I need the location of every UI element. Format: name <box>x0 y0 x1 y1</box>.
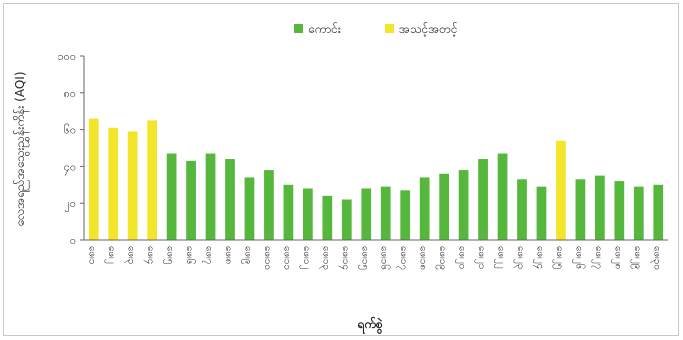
x-tick-label: ဖေ၊၁၄ <box>338 246 351 270</box>
bar-good <box>653 184 664 240</box>
x-tick-label: ဖေ၊၂၃ <box>513 246 526 269</box>
x-axis-title: ရက်စွဲ <box>356 315 383 335</box>
legend-swatch-moderate <box>385 24 394 33</box>
bar-good <box>186 160 196 240</box>
bars <box>88 118 664 240</box>
x-tick-label: ဖေ၊၆ <box>184 246 197 265</box>
x-tick-label: ဖေ၊၉ <box>240 246 253 264</box>
bar-good <box>341 199 352 240</box>
x-tick-label: ဖေ၊၁၇ <box>396 246 409 270</box>
x-tick-label: ဖေ၊၃ <box>124 246 137 264</box>
x-tick-label: ဖေ၊၁ <box>87 246 98 264</box>
bar-moderate <box>556 140 566 240</box>
x-tick-label: ဖေ၊၂၄ <box>532 246 545 269</box>
legend: ကောင်း အသင့်အတင့် <box>294 21 458 37</box>
x-tick-label: ဖေ၊၇ <box>202 246 215 264</box>
y-tick-label: ၆၀ <box>64 124 76 137</box>
bar-moderate <box>108 127 119 240</box>
bar-good <box>264 170 274 240</box>
legend-label-good: ကောင်း <box>308 21 341 36</box>
x-tick-label: ဖေ၊၂၀ <box>455 246 468 269</box>
x-tick-label: ဖေ၊၅ <box>163 246 176 264</box>
x-tick-label: ဖေ၊၂၂ <box>494 246 507 269</box>
x-tick-label: ဖေ၊၃၀ <box>649 246 662 270</box>
bar-good <box>458 170 469 240</box>
bar-good <box>244 177 255 240</box>
x-tick-label: ဖေ၊၄ <box>143 246 156 264</box>
bar-good <box>283 184 294 240</box>
bar-good <box>303 188 313 240</box>
bar-moderate <box>127 131 138 240</box>
x-tick-label: ဖေ၊၂၈ <box>610 246 623 269</box>
legend-label-moderate: အသင့်အတင့် <box>399 21 458 37</box>
x-tick-label: ဖေ၊၁၂ <box>299 246 312 269</box>
x-tick-label: ဖေ၊၈ <box>223 246 234 264</box>
x-tick-label: ဖေ၊၁၃ <box>318 246 331 270</box>
bar-good <box>419 177 430 240</box>
bar-moderate <box>147 120 157 240</box>
y-tick-label: ၀ <box>70 234 76 247</box>
bar-moderate <box>88 118 99 240</box>
y-tick-label: ၂၀ <box>64 197 76 212</box>
y-axis: ၀ ၂၀ ၄၀ ၆၀ ၈၀ ၁၀၀ <box>57 50 85 247</box>
x-tick-label: ဖေ၊၁၈ <box>418 246 429 270</box>
bar-good <box>166 153 177 240</box>
x-tick-label: ဖေ၊၂၅ <box>552 246 565 269</box>
x-tick-label: ဖေ၊၁၉ <box>435 246 448 270</box>
x-axis: ဖေ၊၁ ဖေ၊၂ ဖေ၊၃ ဖေ၊၄ ဖေ၊၅ ဖေ၊၆ ဖေ၊၇ ဖေ၊၈ ဖေ၊၉ ဖေ၊၁… <box>84 239 668 270</box>
bar-good <box>205 153 216 240</box>
bar-good <box>575 179 586 240</box>
x-tick-label: ဖေ၊၂၇ <box>591 246 604 269</box>
bar-good <box>225 159 235 240</box>
bar-good <box>614 181 625 240</box>
bar-good <box>361 188 372 240</box>
x-tick-label: ဖေ၊၂၉ <box>630 246 643 269</box>
bar-good <box>322 195 333 240</box>
x-tick-label: ဖေ၊၂၁ <box>474 246 487 269</box>
bar-good <box>517 179 527 240</box>
x-tick-label: ဖေ၊၁၅ <box>357 246 370 270</box>
bar-good <box>633 186 644 240</box>
y-tick-label: ၁၀၀ <box>57 50 76 63</box>
bar-good <box>536 186 547 240</box>
bar-good <box>380 186 391 240</box>
x-tick-label: ဖေ၊၁၁ <box>281 246 292 270</box>
bar-good <box>595 175 605 240</box>
chart-frame: ကောင်း အသင့်အတင့် ၀၂၀ ၄၀ ၆၀ ၈၀ ၁၀၀ ဖေ၊၁ ဖေ၊၂ဖ… <box>3 3 679 336</box>
y-tick-label: ၄၀ <box>64 160 76 175</box>
x-tick-label: ဖေ၊၁၆ <box>379 246 392 270</box>
bar-good <box>497 153 508 240</box>
x-tick-label: ဖေ၊၂ <box>104 246 117 264</box>
x-tick-label: ဖေ၊၁၀ <box>262 246 273 270</box>
legend-swatch-good <box>294 24 303 33</box>
bar-good <box>478 159 488 240</box>
x-tick-label: ဖေ၊၂၆ <box>571 246 586 270</box>
bar-chart: ကောင်း အသင့်အတင့် ၀၂၀၄၀၆၀၈၀၁၀၀ ဖေ၊၁ ဖေ၊၂ဖ… <box>12 21 668 335</box>
y-axis-title: လေအရည်အသွေးညွှန်းကိန်း (AQI) <box>12 71 30 226</box>
bar-good <box>400 190 411 240</box>
y-tick-label: ၈၀ <box>64 87 76 100</box>
bar-good <box>439 173 449 240</box>
